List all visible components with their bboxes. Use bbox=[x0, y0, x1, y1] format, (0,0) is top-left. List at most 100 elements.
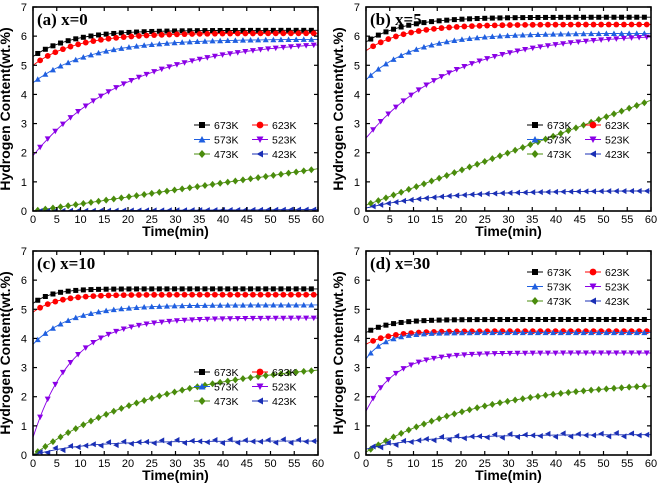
data-point bbox=[57, 63, 64, 69]
data-point bbox=[217, 286, 223, 292]
data-point bbox=[420, 180, 427, 188]
data-point bbox=[44, 53, 51, 59]
data-point bbox=[88, 33, 94, 39]
data-point bbox=[534, 31, 541, 37]
series-473K bbox=[366, 382, 651, 453]
data-point bbox=[497, 15, 503, 21]
legend-marker bbox=[589, 150, 596, 158]
data-point bbox=[545, 21, 551, 28]
x-tick-label: 5 bbox=[387, 214, 393, 226]
data-point bbox=[506, 50, 513, 56]
data-point bbox=[156, 286, 162, 292]
legend-item-473K: 473K bbox=[194, 149, 239, 161]
data-point bbox=[392, 199, 399, 206]
legend-label: 523K bbox=[605, 282, 630, 294]
data-point bbox=[242, 49, 249, 55]
legend-label: 623K bbox=[272, 367, 297, 379]
data-point bbox=[257, 315, 264, 322]
data-point bbox=[209, 37, 216, 44]
data-point bbox=[505, 317, 511, 323]
legend-marker bbox=[256, 121, 264, 129]
legend-label: 623K bbox=[605, 120, 630, 132]
legend-item-673K: 673K bbox=[527, 120, 572, 132]
data-point bbox=[257, 30, 264, 37]
data-point bbox=[567, 433, 574, 440]
data-point bbox=[143, 32, 150, 39]
data-point bbox=[375, 343, 382, 349]
data-point bbox=[143, 438, 150, 445]
data-point bbox=[392, 370, 399, 377]
data-point bbox=[603, 316, 609, 322]
legend-label: 523K bbox=[272, 135, 297, 147]
series-473K bbox=[366, 99, 651, 207]
data-point bbox=[270, 371, 277, 379]
data-point bbox=[550, 132, 557, 140]
data-point bbox=[429, 19, 435, 25]
data-point bbox=[174, 291, 180, 298]
data-point bbox=[499, 190, 505, 197]
data-point bbox=[128, 33, 135, 40]
data-point bbox=[527, 141, 534, 149]
data-point bbox=[390, 433, 397, 441]
data-point bbox=[603, 30, 610, 37]
y-tick-label: 0 bbox=[354, 206, 360, 218]
data-point bbox=[413, 21, 419, 27]
data-point bbox=[60, 46, 66, 53]
data-point bbox=[227, 291, 234, 298]
data-point bbox=[75, 294, 82, 301]
x-tick-label: 15 bbox=[431, 458, 443, 470]
data-point bbox=[626, 30, 633, 36]
data-point bbox=[250, 291, 256, 298]
data-point bbox=[370, 127, 377, 133]
data-point bbox=[458, 36, 465, 42]
legend-item-423K: 423K bbox=[252, 396, 297, 408]
data-point bbox=[151, 207, 157, 211]
data-point bbox=[588, 14, 594, 20]
data-point bbox=[560, 21, 567, 28]
data-point bbox=[377, 335, 384, 342]
data-point bbox=[573, 316, 579, 322]
data-point bbox=[227, 436, 233, 443]
data-point bbox=[143, 207, 150, 211]
data-point bbox=[552, 433, 559, 440]
data-point bbox=[141, 397, 148, 405]
data-point bbox=[484, 56, 491, 62]
data-point bbox=[242, 437, 248, 444]
data-point bbox=[588, 329, 595, 336]
data-point bbox=[481, 329, 488, 336]
data-point bbox=[103, 196, 110, 204]
data-point bbox=[164, 286, 170, 292]
legend-label: 623K bbox=[272, 120, 297, 132]
data-point bbox=[413, 46, 420, 52]
data-point bbox=[436, 40, 443, 46]
data-point bbox=[367, 199, 374, 207]
data-point bbox=[491, 22, 498, 29]
data-point bbox=[598, 37, 605, 43]
data-point bbox=[391, 321, 397, 327]
x-tick-label: 40 bbox=[217, 214, 229, 226]
data-point bbox=[446, 436, 452, 443]
data-point bbox=[398, 319, 404, 325]
legend-marker bbox=[198, 383, 206, 390]
data-point bbox=[636, 187, 642, 194]
data-point bbox=[451, 329, 458, 336]
y-tick-label: 3 bbox=[21, 119, 27, 131]
data-point bbox=[97, 207, 104, 211]
data-point bbox=[255, 36, 262, 43]
data-point bbox=[204, 30, 211, 37]
data-point bbox=[287, 44, 294, 50]
data-point bbox=[239, 37, 246, 43]
data-point bbox=[519, 143, 526, 151]
data-point bbox=[52, 128, 59, 135]
data-point bbox=[187, 28, 193, 34]
data-point bbox=[225, 27, 231, 33]
legend-marker bbox=[589, 268, 597, 276]
data-point bbox=[87, 51, 94, 58]
data-point bbox=[234, 316, 241, 322]
data-point bbox=[88, 287, 94, 293]
data-point bbox=[181, 317, 188, 324]
data-point bbox=[35, 50, 41, 56]
data-point bbox=[73, 287, 79, 293]
data-point bbox=[65, 429, 72, 437]
x-tick-label: 0 bbox=[30, 458, 36, 470]
